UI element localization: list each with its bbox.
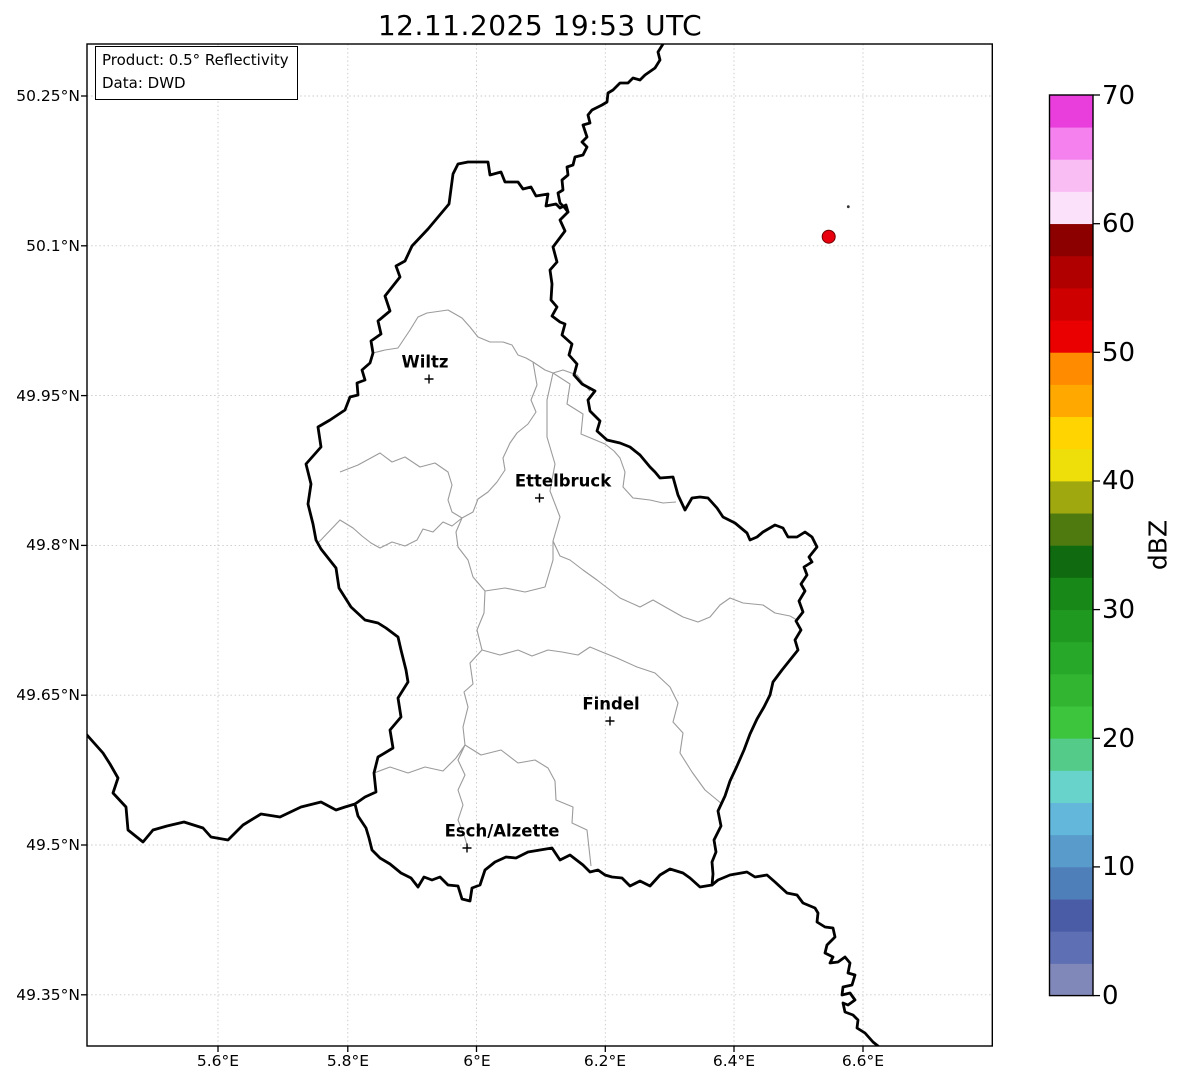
colorbar-segment [1049, 706, 1093, 739]
country-borders [87, 44, 880, 1046]
colorbar-segment [1049, 609, 1093, 643]
radar-echo-dot [821, 229, 836, 244]
colorbar-segment [1049, 931, 1093, 964]
colorbar-segment [1049, 802, 1093, 836]
x-tick-label: 5.8°E [326, 1052, 370, 1070]
axis-ticks [81, 95, 864, 1052]
colorbar-segment [1049, 352, 1093, 385]
colorbar-tick-label: 60 [1102, 209, 1136, 239]
city-marker-cross [462, 843, 472, 853]
colorbar-segment [1049, 416, 1093, 450]
colorbar-ticks [1093, 94, 1100, 997]
luxembourg-border [304, 160, 819, 903]
product-info-line: Product: 0.5° Reflectivity [102, 51, 289, 69]
colorbar-segment [1049, 641, 1093, 675]
city-marker-cross [424, 374, 434, 384]
colorbar-segment [1049, 448, 1093, 482]
y-tick-label: 49.5°N [26, 836, 80, 854]
colorbar-segment [1049, 384, 1093, 418]
x-tick-label: 6.2°E [583, 1052, 627, 1070]
city-label-ettelbruck: Ettelbruck [514, 471, 612, 491]
colorbar-tick-label: 30 [1102, 595, 1136, 625]
y-tick-label: 49.8°N [26, 536, 80, 554]
colorbar-segment [1049, 577, 1093, 611]
product-info-box: Product: 0.5° Reflectivity Data: DWD [95, 46, 298, 100]
y-tick-label: 49.35°N [16, 986, 80, 1004]
data-source-line: Data: DWD [102, 74, 186, 93]
colorbar-tick-label: 40 [1102, 466, 1136, 496]
y-tick-label: 49.65°N [16, 686, 80, 704]
colorbar-tick-label: 70 [1102, 81, 1136, 111]
colorbar-segment [1049, 866, 1093, 900]
district-borders [317, 309, 798, 867]
x-tick-label: 6.4°E [712, 1052, 756, 1070]
x-tick-label: 5.6°E [196, 1052, 240, 1070]
colorbar [1049, 95, 1093, 996]
x-tick-label: 6.6°E [841, 1052, 885, 1070]
colorbar-segment [1049, 159, 1093, 192]
city-marker-cross [605, 716, 615, 726]
y-tick-label: 50.25°N [16, 87, 80, 105]
colorbar-segment [1049, 223, 1093, 257]
city-label-wiltz: Wiltz [401, 352, 449, 372]
y-tick-label: 49.95°N [16, 387, 80, 405]
colorbar-segment [1049, 545, 1093, 578]
city-marker-cross [535, 493, 544, 503]
colorbar-segment [1049, 287, 1093, 321]
small-echo-dot [846, 205, 850, 209]
plot-title: 12.11.2025 19:53 UTC [377, 9, 703, 42]
city-label-findel: Findel [582, 694, 640, 714]
colorbar-segment [1049, 95, 1093, 128]
colorbar-segment [1049, 513, 1093, 546]
colorbar-tick-label: 50 [1102, 338, 1136, 368]
colorbar-tick-label: 0 [1102, 981, 1119, 1011]
colorbar-segment [1049, 127, 1093, 160]
city-markers [424, 374, 615, 853]
colorbar-segment [1049, 191, 1093, 225]
colorbar-segment [1049, 480, 1093, 514]
colorbar-segment [1049, 899, 1093, 932]
colorbar-segment [1049, 320, 1093, 353]
colorbar-segment [1049, 255, 1093, 289]
colorbar-segment [1049, 834, 1093, 868]
belgium-germany-border [556, 44, 665, 214]
plot-frame [86, 43, 993, 1047]
x-tick-label: 6°E [463, 1052, 491, 1070]
france-germany-border [710, 870, 880, 1046]
colorbar-segment [1049, 770, 1093, 804]
colorbar-tick-label: 10 [1102, 852, 1136, 882]
colorbar-segment [1049, 963, 1093, 996]
gridlines [87, 44, 992, 1046]
city-label-esch-alzette: Esch/Alzette [444, 821, 560, 841]
colorbar-segment [1049, 738, 1093, 771]
y-tick-label: 50.1°N [26, 237, 80, 255]
colorbar-frame [1048, 94, 1094, 997]
colorbar-segment [1049, 673, 1093, 707]
france-belgium-border [87, 733, 357, 844]
colorbar-tick-label: 20 [1102, 724, 1136, 754]
